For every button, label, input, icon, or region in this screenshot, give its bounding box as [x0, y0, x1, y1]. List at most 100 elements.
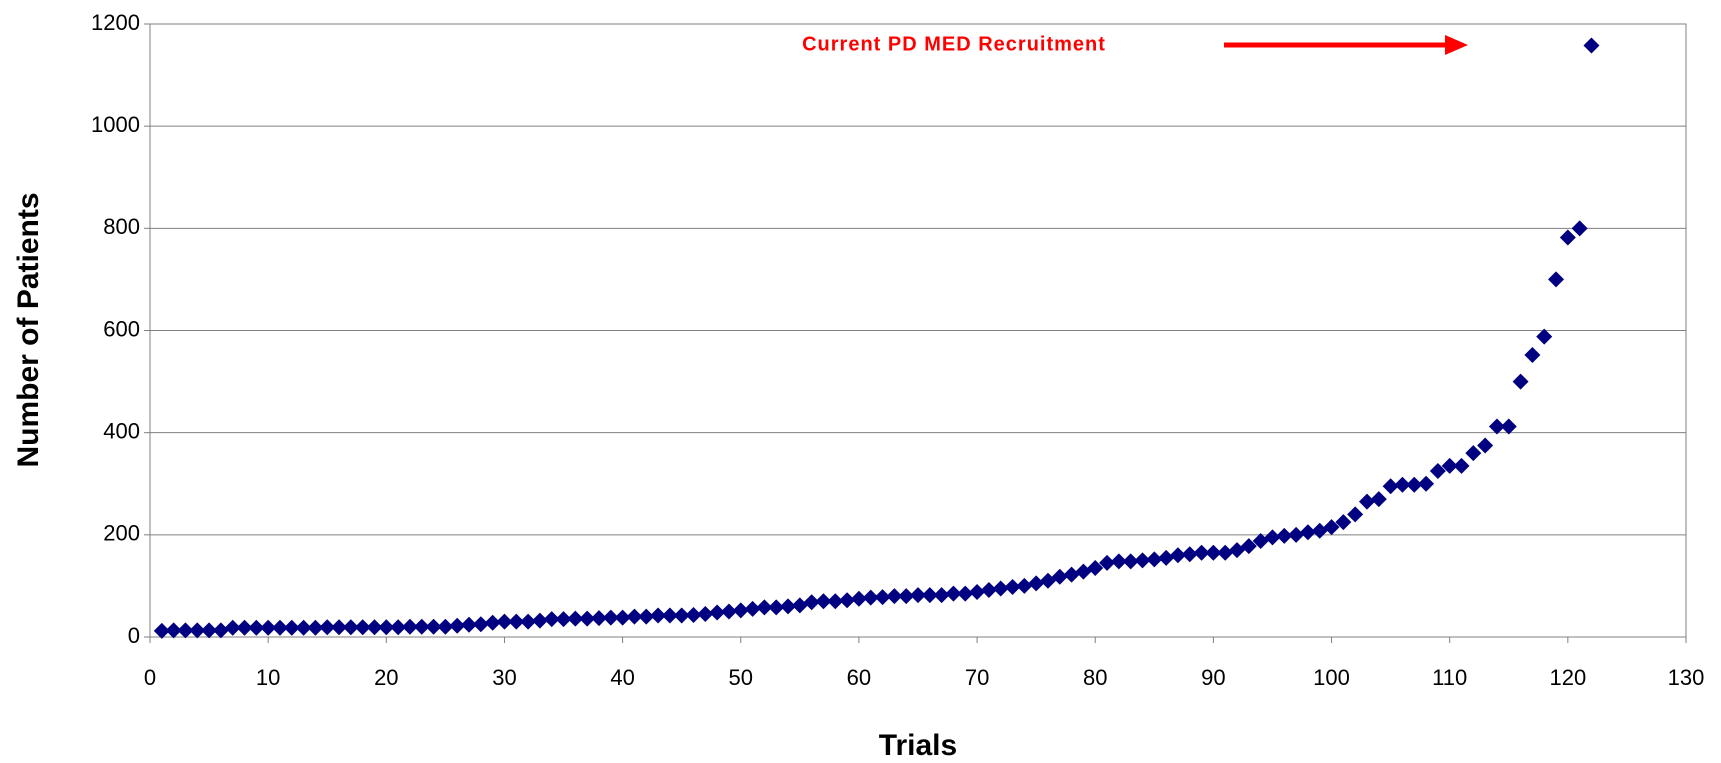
point [579, 610, 596, 627]
point [1382, 478, 1399, 495]
x-tick-label: 130 [1668, 665, 1705, 690]
point [189, 622, 206, 639]
x-tick-label: 10 [256, 665, 280, 690]
point [1217, 544, 1234, 561]
point [1488, 418, 1505, 435]
y-axis-title: Number of Patients [12, 192, 45, 467]
point [1370, 491, 1387, 508]
point [709, 604, 726, 621]
point [874, 589, 891, 606]
point [732, 602, 749, 619]
point [1347, 506, 1364, 523]
point [520, 613, 537, 630]
y-tick-label: 600 [103, 316, 140, 341]
point [378, 619, 395, 636]
point [862, 589, 879, 606]
point [1559, 229, 1576, 246]
point [957, 585, 974, 602]
point [224, 619, 241, 636]
point [1205, 544, 1222, 561]
x-tick-label: 60 [847, 665, 871, 690]
point [236, 619, 253, 636]
x-tick-label: 50 [729, 665, 753, 690]
point [437, 618, 454, 635]
point [626, 608, 643, 625]
point [1512, 373, 1529, 390]
point [673, 607, 690, 624]
point [555, 611, 572, 628]
x-axis-title: Trials [879, 729, 957, 762]
point [260, 619, 277, 636]
x-tick-label: 40 [610, 665, 634, 690]
point [319, 619, 336, 636]
point [803, 594, 820, 611]
point [354, 619, 371, 636]
point [401, 618, 418, 635]
point [212, 622, 229, 639]
point [153, 622, 170, 639]
point [768, 599, 785, 616]
point [980, 582, 997, 599]
point [933, 587, 950, 604]
point [886, 588, 903, 605]
x-tick-label: 110 [1432, 665, 1467, 690]
point [969, 584, 986, 601]
point [1158, 549, 1175, 566]
point [531, 612, 548, 629]
point [177, 622, 194, 639]
x-tick-label: 70 [965, 665, 989, 690]
point [1571, 220, 1588, 237]
point [1276, 527, 1293, 544]
point [1477, 437, 1494, 454]
point [1335, 514, 1352, 531]
point [1240, 538, 1257, 555]
point [650, 607, 667, 624]
point [1536, 328, 1553, 345]
x-tick-label: 0 [144, 665, 156, 690]
point [638, 608, 655, 625]
point [331, 619, 348, 636]
point [1087, 560, 1104, 577]
point [1004, 578, 1021, 595]
y-tick-label: 400 [103, 418, 140, 443]
point [1169, 547, 1186, 564]
y-tick-label: 1200 [91, 10, 140, 35]
point [1394, 476, 1411, 493]
point [307, 619, 324, 636]
point [1453, 457, 1470, 474]
point [390, 619, 407, 636]
point [614, 609, 631, 626]
point [1406, 476, 1423, 493]
point [508, 613, 525, 630]
point [697, 606, 714, 623]
annotation-arrowhead [1445, 35, 1468, 55]
point [590, 610, 607, 627]
point [1028, 575, 1045, 592]
point [342, 619, 359, 636]
point [295, 619, 312, 636]
x-tick-label: 20 [374, 665, 398, 690]
y-tick-label: 800 [103, 214, 140, 239]
point [1323, 519, 1340, 536]
point [484, 614, 501, 631]
point [567, 610, 584, 627]
point [413, 618, 430, 635]
point [850, 590, 867, 607]
point [1441, 457, 1458, 474]
point [1358, 493, 1375, 510]
point [1583, 37, 1600, 54]
point [543, 611, 560, 628]
point [1264, 529, 1281, 546]
point [839, 592, 856, 609]
point [1311, 522, 1328, 539]
point [1524, 347, 1541, 364]
point [1075, 563, 1092, 580]
point [248, 619, 265, 636]
point [1418, 475, 1435, 492]
x-tick-label: 120 [1549, 665, 1586, 690]
y-tick-label: 1000 [91, 112, 140, 137]
point [1146, 551, 1163, 568]
point [366, 619, 383, 636]
point [756, 599, 773, 616]
